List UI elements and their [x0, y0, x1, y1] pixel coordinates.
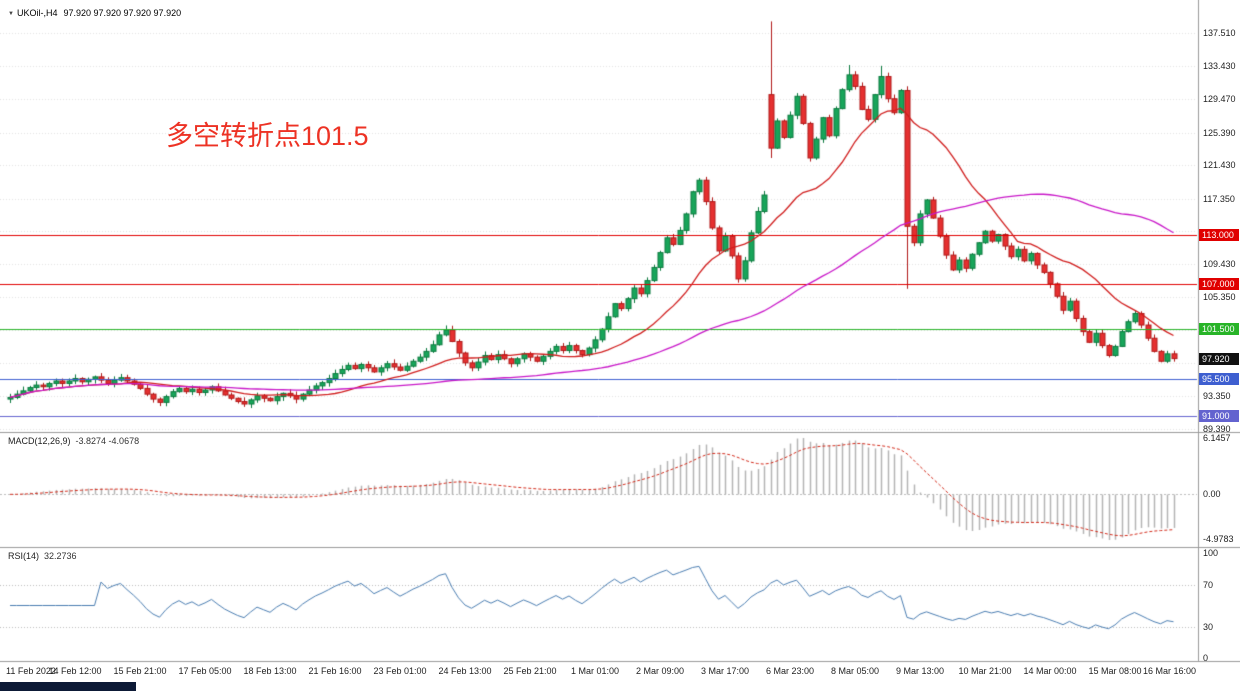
rsi-label: RSI(14) 32.2736	[8, 551, 77, 561]
price-scale-label: 109.430	[1203, 258, 1236, 269]
annotation-text: 多空转折点101.5	[166, 121, 369, 151]
price-scale-label: 125.390	[1203, 127, 1236, 138]
price-tag-101.500: 101.500	[1199, 323, 1239, 336]
macd-scale-label-zero: 0.00	[1203, 489, 1221, 500]
chart-title-bar: ▼ UKOil-,H4 97.920 97.920 97.920 97.920	[8, 8, 181, 18]
price-tag-91.000: 91.000	[1199, 409, 1239, 422]
time-axis-label: 23 Feb 01:00	[373, 666, 427, 676]
macd-scale-label-top: 6.1457	[1203, 433, 1231, 443]
symbol-dropdown-icon[interactable]: ▼	[8, 11, 14, 17]
time-axis-label: 25 Feb 21:00	[503, 666, 557, 676]
rsi-scale-label: 0	[1203, 653, 1209, 663]
time-axis-label: 6 Mar 23:00	[765, 666, 815, 676]
rsi-value-label: 32.2736	[44, 551, 77, 561]
time-axis-label: 15 Mar 08:00	[1088, 666, 1142, 676]
last-price-tag: 97.920	[1199, 352, 1239, 365]
macd-label: MACD(12,26,9) -3.8274 -4.0678	[8, 436, 139, 446]
rsi-name-label: RSI(14)	[8, 551, 40, 561]
rsi-scale-label: 100	[1203, 548, 1219, 558]
time-axis-label: 18 Feb 13:00	[243, 666, 297, 676]
ohlc-quotes-label: 97.920 97.920 97.920 97.920	[63, 8, 182, 18]
time-axis-label: 21 Feb 16:00	[308, 666, 362, 676]
time-axis-label: 1 Mar 01:00	[570, 666, 620, 676]
time-axis-label: 15 Feb 21:00	[113, 666, 167, 676]
time-axis-label: 8 Mar 05:00	[830, 666, 880, 676]
time-axis-label: 9 Mar 13:00	[895, 666, 945, 676]
price-scale-label: 105.350	[1203, 292, 1236, 303]
price-scale-label: 121.430	[1203, 160, 1236, 171]
time-axis-label: 3 Mar 17:00	[700, 666, 750, 676]
price-scale-label: 117.350	[1203, 193, 1235, 204]
macd-name-label: MACD(12,26,9)	[8, 436, 71, 446]
price-scale-label: 137.510	[1203, 27, 1236, 38]
rsi-scale-label: 30	[1203, 621, 1214, 632]
price-scale-label: 129.470	[1203, 93, 1236, 104]
price-tag-95.500: 95.500	[1199, 372, 1239, 385]
time-axis-label: 11 Feb 2022	[6, 666, 56, 676]
macd-scale-label-bottom: -4.9783	[1203, 534, 1234, 544]
taskbar-fragment[interactable]	[0, 682, 136, 691]
time-axis-label: 24 Feb 13:00	[438, 666, 492, 676]
time-axis-label: 16 Mar 16:00	[1142, 666, 1196, 676]
time-axis-label: 14 Feb 12:00	[48, 666, 102, 676]
time-axis-label: 10 Mar 21:00	[958, 666, 1012, 676]
symbol-period-label: UKOil-,H4	[16, 8, 58, 18]
price-tag-113.000: 113.000	[1199, 228, 1239, 241]
price-scale-label: 89.390	[1203, 423, 1231, 434]
macd-values-label: -3.8274 -4.0678	[75, 436, 140, 446]
rsi-scale-label: 70	[1203, 579, 1214, 590]
time-axis-label: 17 Feb 05:00	[178, 666, 232, 676]
price-tag-107.000: 107.000	[1199, 277, 1239, 290]
time-axis-label: 14 Mar 00:00	[1023, 666, 1077, 676]
price-scale-label: 93.350	[1203, 391, 1231, 402]
price-scale-label: 133.430	[1203, 61, 1236, 72]
time-axis-label: 2 Mar 09:00	[635, 666, 685, 676]
